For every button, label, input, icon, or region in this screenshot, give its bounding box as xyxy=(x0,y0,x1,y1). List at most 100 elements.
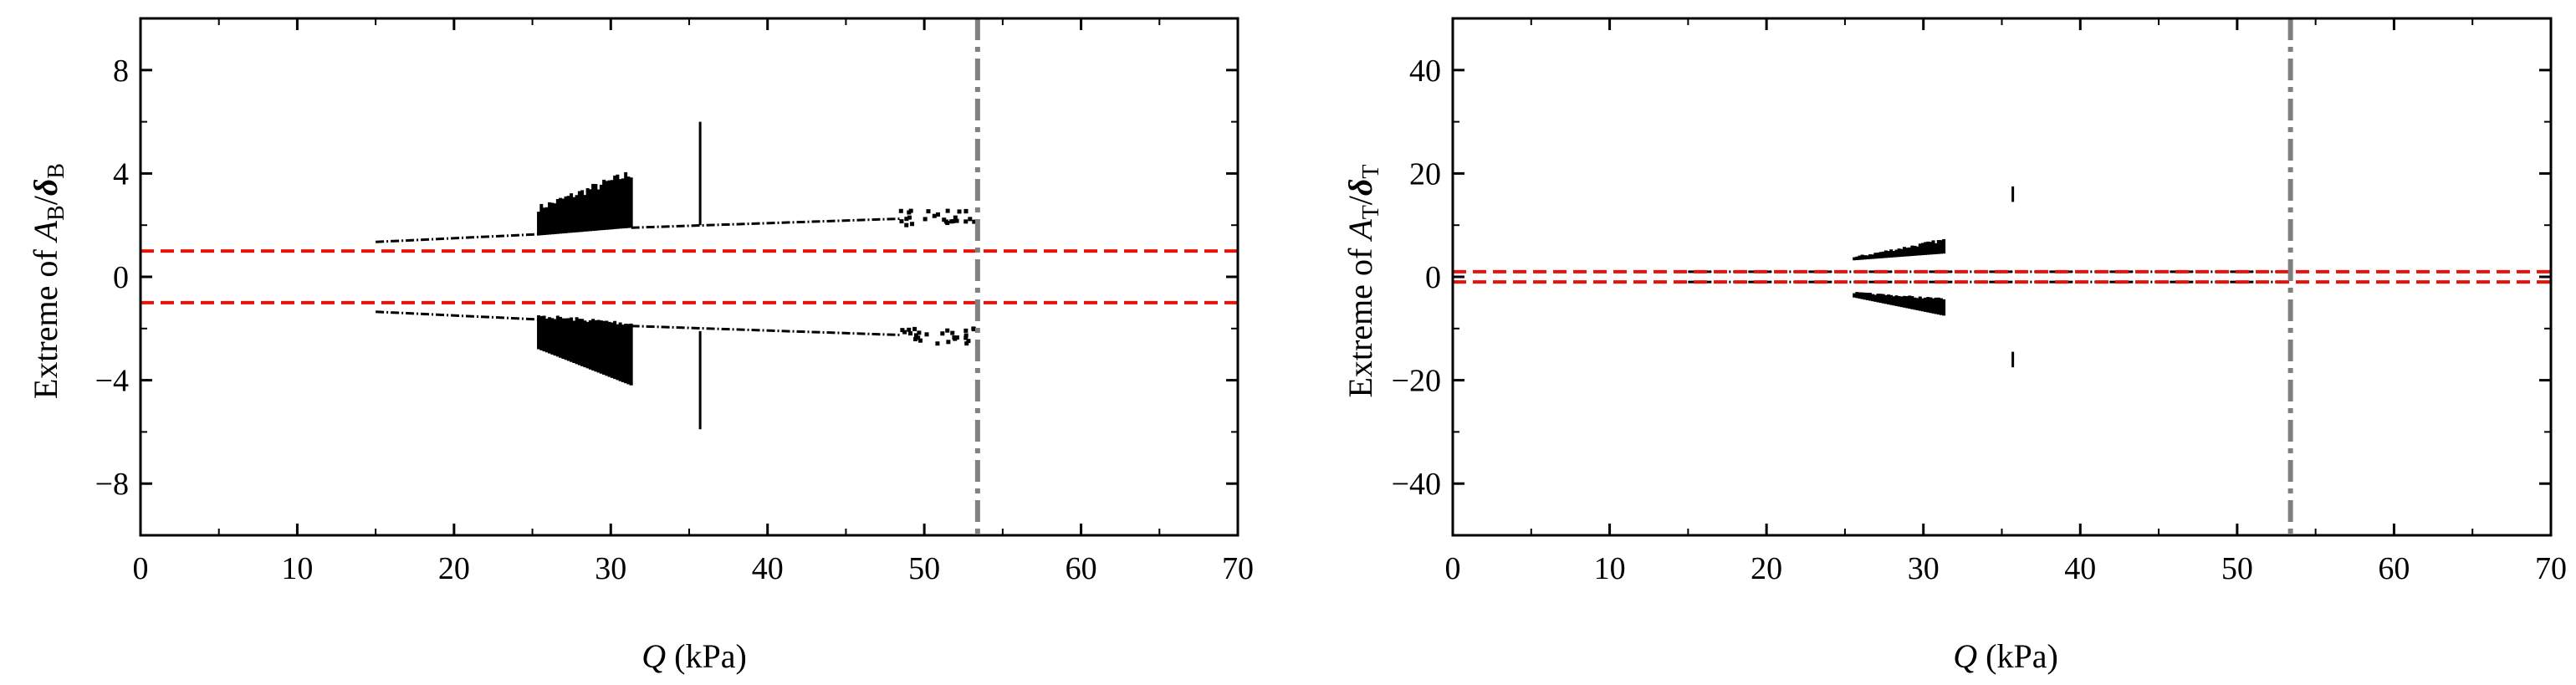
cluster-series-6-point-15 xyxy=(954,218,959,223)
y-axis-prefix: Extreme of xyxy=(1342,240,1379,398)
trend-series-0-segment-0 xyxy=(376,233,539,243)
y-tick-label: 0 xyxy=(113,260,129,295)
cluster-series-6-point-5 xyxy=(957,209,962,214)
y-tick-label: 4 xyxy=(113,156,129,192)
y-axis-denominator-subscript: B xyxy=(43,163,69,179)
y-axis-numerator: A xyxy=(1342,219,1379,243)
y-tick-label: −4 xyxy=(95,364,129,399)
cluster-series-7-point-6 xyxy=(950,330,955,335)
x-tick-label: 30 xyxy=(1908,551,1940,586)
x-tick-label: 10 xyxy=(281,551,313,586)
reference-lines-layer xyxy=(1453,18,2551,535)
y-tick-label: 8 xyxy=(113,54,129,89)
cluster-series-7-point-3 xyxy=(917,338,923,343)
y-tick-labels: −40 −20 0 20 40 xyxy=(1392,54,1441,502)
data-points-layer xyxy=(1688,186,2287,368)
y-axis-numerator: A xyxy=(27,220,64,243)
x-axis-variable: Q xyxy=(641,637,666,675)
chart-panel-left: 0 10 20 30 40 50 60 70 −8 −4 0 4 8 Q (kPa) Extreme … xyxy=(27,17,1255,675)
cluster-series-7-point-4 xyxy=(913,333,918,338)
y-axis-prefix: Extreme of xyxy=(27,241,64,399)
y-tick-label: −20 xyxy=(1392,364,1441,399)
cluster-series-6-point-8 xyxy=(910,222,915,227)
cluster-series-7-point-22 xyxy=(971,326,976,331)
y-axis-slash: / xyxy=(1342,195,1379,205)
x-tick-label: 60 xyxy=(2378,551,2410,586)
x-tick-label: 10 xyxy=(1594,551,1626,586)
data-points-layer xyxy=(376,121,977,430)
cluster-series-7-point-23 xyxy=(945,328,950,333)
y-axis-title: Extreme of AT/δT xyxy=(1342,164,1384,397)
y-tick-label: −40 xyxy=(1392,467,1441,502)
x-tick-label: 20 xyxy=(438,551,470,586)
cluster-series-7-point-0 xyxy=(900,328,905,333)
cluster-series-6-point-22 xyxy=(926,209,931,214)
axis-ticks-layer xyxy=(139,18,1239,535)
cluster-series-7-point-9 xyxy=(908,331,913,336)
cluster-series-6-point-19 xyxy=(953,215,958,220)
trend-series-0-segment-1 xyxy=(631,217,902,229)
cluster-series-6-point-12 xyxy=(908,208,913,213)
y-axis-denominator: δ xyxy=(27,179,64,197)
cluster-series-7-point-16 xyxy=(916,335,921,340)
y-tick-label: −8 xyxy=(95,467,129,502)
x-axis-unit: (kPa) xyxy=(666,637,747,675)
x-tick-label: 50 xyxy=(2221,551,2253,586)
x-tick-label: 60 xyxy=(1066,551,1097,586)
plot-area-frame xyxy=(139,17,1239,537)
cluster-series-6-point-21 xyxy=(963,219,969,224)
y-tick-labels: −8 −4 0 4 8 xyxy=(95,54,129,502)
cluster-series-6-point-11 xyxy=(932,213,937,218)
cluster-series-7-point-1 xyxy=(912,326,917,331)
cluster-series-7-point-15 xyxy=(963,335,969,340)
cluster-series-6-point-18 xyxy=(943,219,948,224)
trend-series-1-segment-0 xyxy=(376,310,539,321)
y-axis-title: Extreme of AB/δB xyxy=(27,163,69,399)
cluster-series-7-point-5 xyxy=(902,330,907,335)
reference-lines-layer xyxy=(141,18,1238,535)
y-tick-label: 40 xyxy=(1409,54,1441,89)
cluster-series-6-point-17 xyxy=(904,222,909,227)
cluster-series-7-point-14 xyxy=(917,330,922,335)
cluster-series-7-point-10 xyxy=(964,341,969,346)
cluster-series-7-point-24 xyxy=(966,339,971,344)
y-tick-label: 0 xyxy=(1425,260,1441,295)
x-tick-label: 0 xyxy=(133,551,149,586)
cluster-series-6-point-24 xyxy=(898,208,903,213)
y-tick-label: 20 xyxy=(1409,156,1441,192)
plot-area-frame xyxy=(1451,17,2553,537)
x-tick-labels: 0 10 20 30 40 50 60 70 xyxy=(1445,551,2568,586)
cluster-series-7-point-21 xyxy=(913,337,918,342)
cluster-series-6-point-20 xyxy=(949,219,954,224)
cluster-series-6-point-7 xyxy=(904,217,909,222)
y-axis-numerator-subscript: T xyxy=(1358,205,1384,219)
cluster-series-6-point-16 xyxy=(899,219,904,224)
cluster-series-7-point-7 xyxy=(935,341,940,346)
x-axis-variable: Q xyxy=(1953,637,1977,675)
x-tick-label: 40 xyxy=(752,551,784,586)
x-tick-label: 40 xyxy=(2064,551,2096,586)
x-tick-labels: 0 10 20 30 40 50 60 70 xyxy=(133,551,1255,586)
cluster-series-6-point-0 xyxy=(936,212,941,217)
cluster-series-7-point-13 xyxy=(954,335,959,340)
x-axis-title: Q (kPa) xyxy=(641,637,747,675)
y-axis-numerator-subscript: B xyxy=(43,205,69,221)
cluster-series-6-point-4 xyxy=(923,217,928,222)
cluster-series-7-point-11 xyxy=(963,328,969,333)
x-axis-title: Q (kPa) xyxy=(1953,637,2058,675)
cluster-series-6-point-14 xyxy=(963,208,969,213)
cluster-series-6-point-9 xyxy=(972,219,977,224)
cluster-series-6-point-25 xyxy=(945,208,950,213)
y-axis-slash: / xyxy=(27,195,64,205)
cluster-series-6-point-3 xyxy=(942,217,947,222)
y-axis-denominator-subscript: T xyxy=(1358,164,1384,178)
x-tick-label: 20 xyxy=(1751,551,1782,586)
y-axis-denominator: δ xyxy=(1342,179,1379,197)
chart-panel-right: 0 10 20 30 40 50 60 70 −40 −20 0 20 40 Q (kPa) Extr… xyxy=(1342,17,2568,675)
x-tick-label: 70 xyxy=(2535,551,2567,586)
trend-series-1-segment-1 xyxy=(631,325,902,337)
cluster-series-7-point-20 xyxy=(952,335,957,340)
x-tick-label: 70 xyxy=(1222,551,1254,586)
x-tick-label: 50 xyxy=(908,551,940,586)
